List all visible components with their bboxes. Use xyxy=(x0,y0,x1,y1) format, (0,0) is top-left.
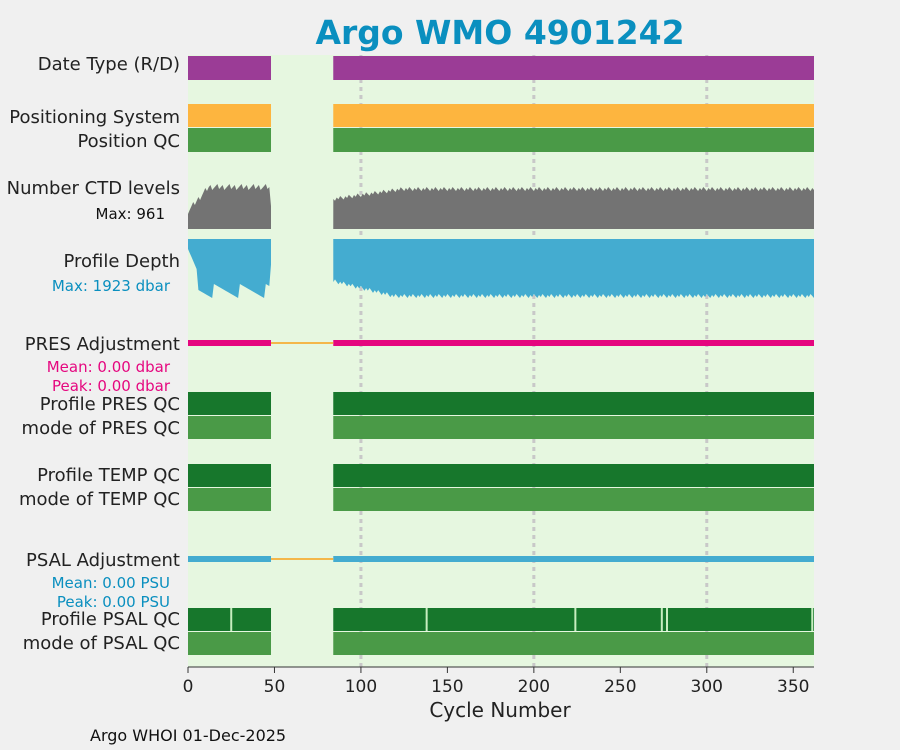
label-pres-adjustment: PRES Adjustment xyxy=(25,334,180,355)
profile-psal-qc-bar-seg-0 xyxy=(188,608,272,631)
x-axis: 0 50 100 150 200 250 300 350 xyxy=(183,666,814,697)
label-profile-temp-qc: Profile TEMP QC xyxy=(37,465,180,486)
x-tick-label-50: 50 xyxy=(264,677,286,697)
label-date-type: Date Type (R/D) xyxy=(38,54,180,75)
label-mode-psal-qc: mode of PSAL QC xyxy=(23,633,180,654)
x-tick-label-200: 200 xyxy=(518,677,550,697)
date-type-bar-seg-1 xyxy=(333,56,814,80)
profile-pres-qc-bar-seg-1 xyxy=(333,392,814,415)
label-profile-pres-qc: Profile PRES QC xyxy=(40,394,180,415)
mode-pres-qc-bar-seg-1 xyxy=(333,416,814,439)
date-type-bar-seg-0 xyxy=(188,56,272,80)
depth-max-stat: Max: 1923 dbar xyxy=(52,277,171,295)
profile-temp-qc-bar-seg-1 xyxy=(333,464,814,487)
mode-temp-qc-bar-seg-0 xyxy=(188,488,272,511)
ctd-levels-area-0 xyxy=(188,184,272,229)
label-positioning-system: Positioning System xyxy=(9,107,180,128)
label-position-qc: Position QC xyxy=(77,131,180,152)
psal-peak-stat: Peak: 0.00 PSU xyxy=(57,593,170,611)
pres-mean-stat: Mean: 0.00 dbar xyxy=(47,358,171,376)
pres-adjustment-line-seg-1 xyxy=(333,340,814,346)
pres-adjustment-line-seg-0 xyxy=(188,340,272,346)
data-rows xyxy=(188,56,814,655)
plot-area xyxy=(188,55,814,667)
position-qc-bar-seg-1 xyxy=(333,128,814,152)
grid-lines xyxy=(359,55,709,667)
chart-title: Argo WMO 4901242 xyxy=(315,13,684,52)
psal-adjustment-line-seg-0 xyxy=(188,556,272,562)
label-mode-pres-qc: mode of PRES QC xyxy=(22,418,180,439)
mode-temp-qc-bar-seg-1 xyxy=(333,488,814,511)
ctd-levels-area-1 xyxy=(333,187,814,229)
positioning-bar-seg-0 xyxy=(188,104,272,127)
x-tick-label-300: 300 xyxy=(691,677,723,697)
profile-psal-qc-bar-seg-1 xyxy=(333,608,814,631)
label-profile-psal-qc: Profile PSAL QC xyxy=(41,609,180,630)
profile-pres-qc-bar-seg-0 xyxy=(188,392,272,415)
psal-mean-stat: Mean: 0.00 PSU xyxy=(52,574,170,592)
mode-pres-qc-bar-seg-0 xyxy=(188,416,272,439)
positioning-bar-seg-1 xyxy=(333,104,814,127)
ctd-max-stat: Max: 961 xyxy=(96,205,165,223)
position-qc-bar-seg-0 xyxy=(188,128,272,152)
profile-depth-area-1 xyxy=(333,239,814,298)
x-tick-label-350: 350 xyxy=(777,677,809,697)
mode-psal-qc-bar-seg-1 xyxy=(333,632,814,655)
profile-depth-area-0 xyxy=(188,239,272,298)
footer-credit: Argo WHOI 01-Dec-2025 xyxy=(90,726,286,745)
pres-peak-stat: Peak: 0.00 dbar xyxy=(52,377,171,395)
x-tick-label-150: 150 xyxy=(431,677,463,697)
label-mode-temp-qc: mode of TEMP QC xyxy=(19,489,180,510)
x-axis-label: Cycle Number xyxy=(429,698,571,722)
psal-adjustment-line-seg-1 xyxy=(333,556,814,562)
x-tick-label-100: 100 xyxy=(345,677,377,697)
x-tick-label-250: 250 xyxy=(604,677,636,697)
mode-psal-qc-bar-seg-0 xyxy=(188,632,272,655)
profile-temp-qc-bar-seg-0 xyxy=(188,464,272,487)
x-tick-label-0: 0 xyxy=(183,677,194,697)
label-profile-depth: Profile Depth xyxy=(63,251,180,272)
label-psal-adjustment: PSAL Adjustment xyxy=(26,550,180,571)
label-ctd-levels: Number CTD levels xyxy=(7,178,180,199)
